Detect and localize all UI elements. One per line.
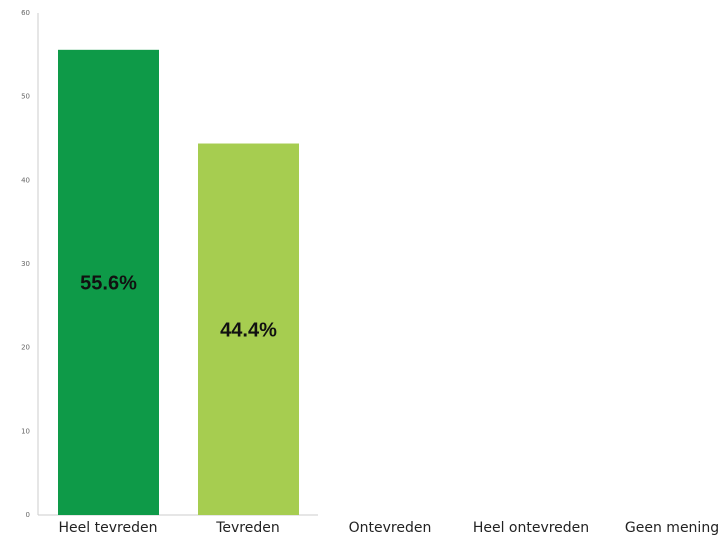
y-tick-label: 40 xyxy=(21,176,30,184)
y-axis-ticks: 0 10 20 30 40 50 60 xyxy=(21,9,30,519)
category-label: Heel ontevreden xyxy=(473,520,589,536)
y-tick-label: 10 xyxy=(21,427,30,435)
category-label: Geen mening xyxy=(625,520,719,536)
y-tick-label: 30 xyxy=(21,260,30,268)
y-tick-label: 60 xyxy=(21,9,30,17)
y-tick-label: 0 xyxy=(26,511,30,519)
category-label: Tevreden xyxy=(215,520,280,536)
bar xyxy=(198,143,299,515)
category-label: Ontevreden xyxy=(349,520,432,536)
y-tick-label: 20 xyxy=(21,344,30,352)
bar-value-label: 55.6% xyxy=(80,272,137,294)
data-labels: 55.6% 44.4% xyxy=(80,272,277,341)
category-labels: Heel tevreden Tevreden Ontevreden Heel onte… xyxy=(59,520,720,536)
bar-value-label: 44.4% xyxy=(220,319,277,341)
bar xyxy=(58,49,159,516)
bars xyxy=(58,49,299,516)
category-label: Heel tevreden xyxy=(59,520,158,536)
y-tick-label: 50 xyxy=(21,93,30,101)
